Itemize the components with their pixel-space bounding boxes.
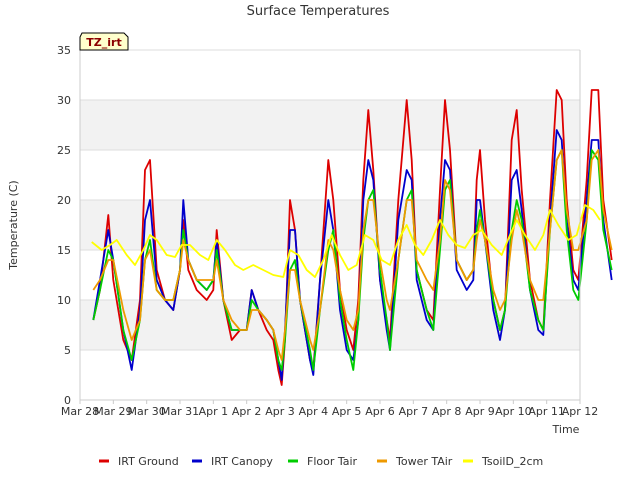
legend-label: Tower TAir xyxy=(395,455,453,468)
legend-label: Floor Tair xyxy=(307,455,358,468)
x-tick-label: Apr 7 xyxy=(399,405,429,418)
x-tick-label: Mar 28 xyxy=(61,405,99,418)
plot-band xyxy=(80,50,580,100)
chart-title: Surface Temperatures xyxy=(247,4,390,19)
plot-background xyxy=(80,50,580,400)
series-line-tower-tair xyxy=(92,149,613,361)
x-tick-label: Mar 31 xyxy=(161,405,199,418)
x-tick-label: Mar 29 xyxy=(94,405,132,418)
y-axis-label: Temperature (C) xyxy=(7,180,20,270)
x-tick-label: Apr 6 xyxy=(365,405,395,418)
plot-band xyxy=(80,350,580,400)
x-tick-label: Apr 12 xyxy=(562,405,599,418)
x-tick-label: Apr 2 xyxy=(232,405,262,418)
legend: IRT Ground IRT Canopy Floor Tair Tower TAir… xyxy=(99,455,543,468)
axes xyxy=(79,50,581,401)
x-tick-label: Apr 9 xyxy=(465,405,495,418)
series-line-tsoild-2cm xyxy=(91,204,601,278)
x-axis-label: Time xyxy=(552,423,580,436)
x-tick-label: Apr 8 xyxy=(432,405,462,418)
y-tick-label: 5 xyxy=(64,344,71,357)
x-tick-label: Apr 5 xyxy=(332,405,362,418)
y-tick-label: 10 xyxy=(57,294,71,307)
legend-label: TsoilD_2cm xyxy=(481,455,543,468)
x-tick-label: Apr 4 xyxy=(299,405,329,418)
x-tick-label: Apr 11 xyxy=(528,405,565,418)
series-layer xyxy=(91,89,613,386)
tz-badge: TZ_irt xyxy=(79,32,129,51)
y-tick-label: 25 xyxy=(57,144,71,157)
legend-label: IRT Canopy xyxy=(211,455,273,468)
tz-badge-label: TZ_irt xyxy=(86,36,121,49)
y-tick-label: 15 xyxy=(57,244,71,257)
x-tick-label: Apr 10 xyxy=(495,405,532,418)
x-tick-label: Apr 3 xyxy=(265,405,295,418)
y-axis-ticks: 0 5 10 15 20 25 30 35 xyxy=(57,44,71,407)
x-tick-label: Apr 1 xyxy=(199,405,229,418)
legend-label: IRT Ground xyxy=(118,455,179,468)
y-tick-label: 20 xyxy=(57,194,71,207)
y-tick-label: 30 xyxy=(57,94,71,107)
plot-band xyxy=(80,100,580,150)
y-tick-label: 0 xyxy=(64,394,71,407)
x-tick-label: Mar 30 xyxy=(128,405,166,418)
y-tick-label: 35 xyxy=(57,44,71,57)
